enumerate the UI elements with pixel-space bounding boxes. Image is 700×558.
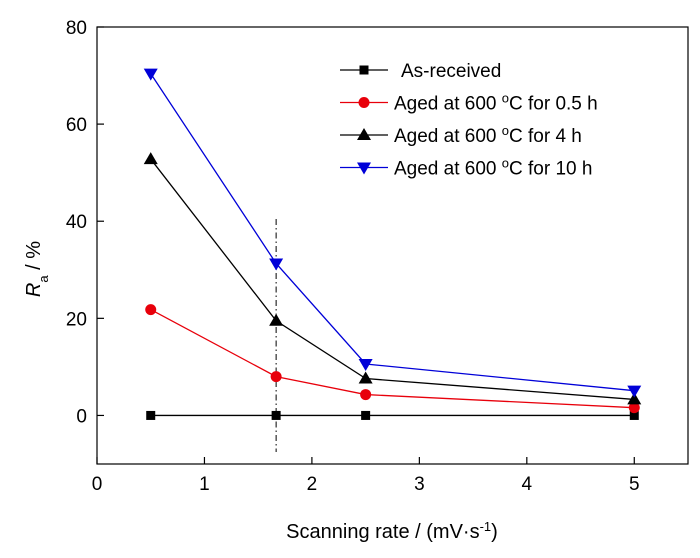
- series-line-1: [150, 309, 635, 409]
- y-axis-title: Ra / %: [23, 241, 51, 297]
- data-point: [145, 304, 157, 316]
- legend-label: Aged at 600 oC for 4 h: [394, 123, 582, 148]
- series-line-2: [150, 158, 635, 401]
- y-tick-label: 0: [76, 406, 87, 427]
- data-point: [358, 358, 373, 371]
- plot-frame: [96, 26, 689, 465]
- legend: As-received Aged at 600 oC for 0.5 h Aged …: [340, 61, 598, 180]
- legend-marker: [357, 128, 371, 140]
- data-point: [628, 402, 640, 414]
- x-tick-label: 4: [522, 474, 533, 495]
- data-point: [627, 385, 642, 398]
- legend-label: As-received: [401, 61, 501, 82]
- x-tick-label: 3: [414, 474, 425, 495]
- y-tick-label: 20: [66, 309, 87, 330]
- x-axis-ticks: 0 1 2 3 4 5: [92, 457, 640, 495]
- legend-marker: [358, 97, 370, 108]
- data-point: [629, 410, 639, 420]
- series-markers: [143, 68, 642, 420]
- x-tick-label: 2: [307, 474, 318, 495]
- series-lines: [150, 73, 635, 417]
- data-point: [627, 392, 642, 405]
- x-tick-label: 0: [92, 474, 103, 495]
- data-point: [271, 410, 281, 420]
- y-tick-label: 60: [66, 115, 87, 136]
- x-tick-label: 1: [199, 474, 210, 495]
- data-point: [269, 258, 284, 271]
- data-point: [360, 389, 372, 401]
- data-point: [143, 152, 158, 165]
- legend-label: Aged at 600 oC for 0.5 h: [394, 90, 598, 115]
- legend-label: Aged at 600 oC for 10 h: [394, 155, 592, 180]
- legend-marker: [359, 65, 369, 75]
- y-tick-label: 40: [66, 212, 87, 233]
- y-axis-ticks: 0 20 40 60 80: [66, 18, 104, 427]
- x-tick-label: 5: [629, 474, 640, 495]
- data-point: [143, 68, 158, 81]
- data-point: [361, 410, 371, 420]
- y-tick-label: 80: [66, 18, 87, 39]
- series-line-3: [150, 73, 635, 392]
- data-point: [270, 371, 282, 383]
- data-point: [358, 371, 373, 384]
- plot-area-border: [96, 26, 689, 465]
- x-axis-title: Scanning rate / (mV·s-1): [286, 519, 498, 544]
- data-point: [269, 313, 284, 326]
- legend-marker: [357, 162, 371, 175]
- data-point: [146, 410, 156, 420]
